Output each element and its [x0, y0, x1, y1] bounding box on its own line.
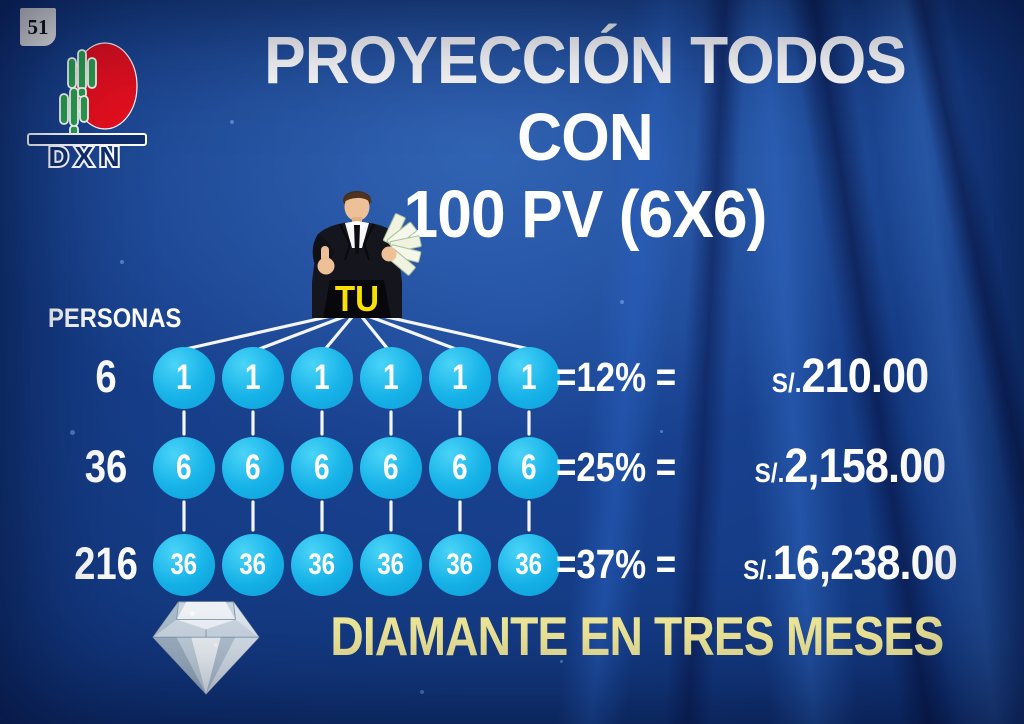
- member-circle: 36: [222, 534, 284, 596]
- circle-value: 6: [452, 448, 468, 487]
- projection-row-3: 216 36 36 36 36 36 36 =37% = S/.16,238.0…: [0, 534, 1024, 596]
- currency-prefix: S/.: [754, 458, 785, 488]
- amount-value: 16,238.00: [772, 537, 958, 590]
- page-number-badge: 51: [20, 8, 56, 46]
- persons-count: 216: [74, 538, 138, 589]
- circle-value: 1: [452, 358, 468, 397]
- member-circle: 6: [429, 437, 491, 499]
- circle-value: 6: [314, 448, 330, 487]
- circle-value: 1: [245, 358, 261, 397]
- man-with-money-illustration: [312, 191, 422, 318]
- slide-title: PROYECCIÓN TODOS CON 100 PV (6X6): [190, 22, 981, 253]
- persons-column-header: PERSONAS: [48, 303, 182, 333]
- logo-wordmark: DXN: [48, 141, 125, 170]
- background-dot: [70, 430, 75, 435]
- member-circle: 6: [153, 437, 215, 499]
- circle-value: 6: [521, 448, 537, 487]
- circle-value: 36: [308, 548, 336, 581]
- member-circle: 1: [222, 347, 284, 409]
- persons-count: 6: [95, 351, 117, 402]
- member-circle: 1: [291, 347, 353, 409]
- footer-banner: DIAMANTE EN TRES MESES: [330, 605, 944, 667]
- member-circle: 6: [498, 437, 560, 499]
- percent-equation: =25% =: [556, 444, 677, 490]
- member-circle: 1: [498, 347, 560, 409]
- projection-row-1: 6 1 1 1 1 1 1 =12% = S/.210.00: [0, 347, 1024, 409]
- circle-value: 6: [245, 448, 261, 487]
- circle-value: 36: [446, 548, 474, 581]
- member-circle: 36: [498, 534, 560, 596]
- ganoderma-cactus-icon: [59, 49, 97, 137]
- member-circles: 1 1 1 1 1 1: [153, 347, 560, 409]
- background-dot: [660, 430, 663, 433]
- circle-value: 36: [239, 548, 267, 581]
- member-circles: 6 6 6 6 6 6: [153, 437, 560, 499]
- amount: S/.2,158.00: [699, 437, 1001, 499]
- persons-count: 36: [84, 441, 128, 492]
- background-dot: [230, 120, 234, 124]
- circle-value: 36: [170, 548, 198, 581]
- diamond-icon: [152, 601, 260, 695]
- dxn-logo: DXN: [27, 42, 147, 170]
- member-circle: 6: [291, 437, 353, 499]
- percent-equation: =37% =: [556, 541, 677, 587]
- circle-value: 36: [377, 548, 405, 581]
- circle-value: 6: [176, 448, 192, 487]
- amount-value: 2,158.00: [784, 440, 946, 493]
- money-fan-icon: [381, 213, 422, 276]
- circle-value: 1: [521, 358, 537, 397]
- circle-value: 1: [383, 358, 399, 397]
- background-dot: [560, 660, 563, 663]
- currency-prefix: S/.: [743, 555, 773, 585]
- member-circle: 1: [429, 347, 491, 409]
- member-circle: 36: [429, 534, 491, 596]
- amount: S/.16,238.00: [699, 534, 1001, 596]
- projection-row-2: 36 6 6 6 6 6 6 =25% = S/.2,158.00: [0, 437, 1024, 499]
- member-circle: 36: [153, 534, 215, 596]
- you-label: TU: [334, 278, 380, 319]
- amount: S/.210.00: [699, 347, 1001, 409]
- background-dot: [620, 300, 624, 304]
- circle-value: 36: [515, 548, 543, 581]
- amount-value: 210.00: [801, 350, 929, 403]
- title-line-2: 100 PV (6X6): [403, 177, 768, 252]
- member-circle: 6: [360, 437, 422, 499]
- thumbs-up-icon: [317, 246, 335, 275]
- title-line-1: PROYECCIÓN TODOS CON: [264, 23, 907, 175]
- currency-prefix: S/.: [771, 368, 802, 398]
- member-circle: 36: [360, 534, 422, 596]
- member-circle: 6: [222, 437, 284, 499]
- background-dot: [420, 690, 424, 694]
- member-circle: 36: [291, 534, 353, 596]
- background-dot: [120, 260, 124, 264]
- member-circles: 36 36 36 36 36 36: [153, 534, 560, 596]
- page-number: 51: [27, 14, 49, 39]
- circle-value: 1: [314, 358, 330, 397]
- circle-value: 1: [176, 358, 192, 397]
- member-circle: 1: [360, 347, 422, 409]
- logo-bar: [27, 133, 147, 146]
- circle-value: 6: [383, 448, 399, 487]
- percent-equation: =12% =: [556, 354, 677, 400]
- member-circle: 1: [153, 347, 215, 409]
